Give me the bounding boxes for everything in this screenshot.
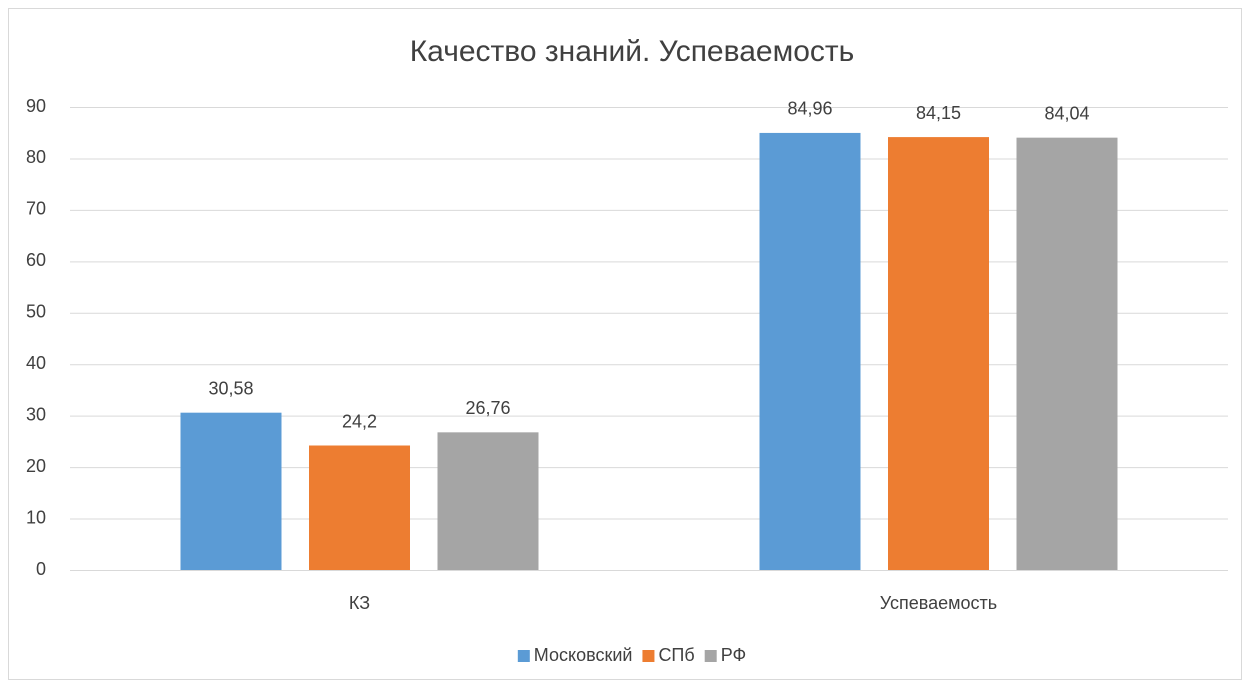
legend-swatch [642, 650, 655, 662]
y-tick-label: 30 [26, 404, 46, 424]
legend-swatch [517, 650, 530, 662]
bar [759, 132, 861, 571]
bar [309, 445, 410, 570]
chart-title: Качество знаний. Успеваемость [410, 35, 855, 68]
y-tick-label: 10 [26, 507, 46, 527]
bar [888, 137, 989, 570]
legend-swatch [704, 650, 717, 662]
y-tick-label: 20 [26, 456, 46, 476]
data-label: 30,58 [208, 378, 253, 398]
data-label: 24,2 [342, 411, 377, 431]
x-tick-label: КЗ [349, 593, 370, 613]
legend-label: СПб [658, 645, 694, 665]
y-tick-label: 60 [26, 250, 46, 270]
bar [437, 432, 539, 570]
y-tick-label: 70 [26, 199, 46, 219]
y-tick-label: 50 [26, 302, 46, 322]
y-tick-label: 90 [26, 96, 46, 116]
data-label: 84,04 [1044, 103, 1089, 123]
y-tick-label: 0 [36, 559, 46, 579]
legend-label: РФ [721, 645, 747, 665]
data-label: 84,15 [916, 103, 961, 123]
legend-label: Московский [534, 645, 633, 665]
x-tick-label: Успеваемость [880, 593, 997, 613]
bar [180, 412, 282, 570]
y-tick-label: 40 [26, 353, 46, 373]
data-label: 84,96 [787, 99, 832, 119]
bar [1016, 137, 1118, 570]
y-tick-label: 80 [26, 147, 46, 167]
data-label: 26,76 [465, 398, 510, 418]
